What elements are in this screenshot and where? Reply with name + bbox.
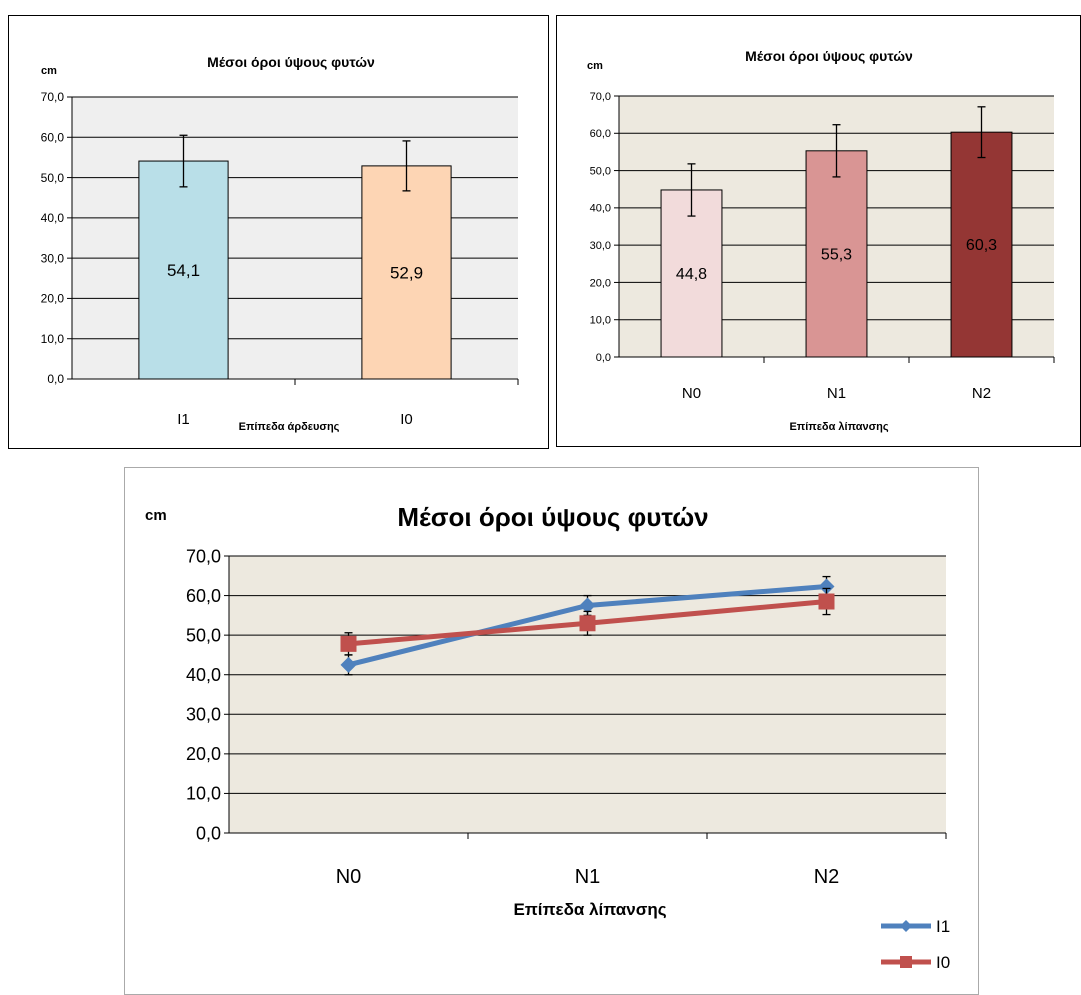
y-tick-label: 30,0: [41, 251, 65, 265]
chart-interaction-svg: Μέσοι όροι ύψους φυτών cm Επίπεδα λίπανσ…: [145, 502, 950, 972]
y-tick-label: 40,0: [186, 665, 221, 685]
data-label: 54,1: [167, 261, 200, 280]
data-label: 52,9: [390, 263, 423, 282]
y-tick-label: 40,0: [590, 203, 611, 215]
bar: [138, 160, 229, 380]
x-tick-label: N0: [682, 385, 701, 402]
x-axis-title: Επίπεδα λίπανσης: [789, 421, 888, 433]
y-tick-label: 60,0: [590, 128, 611, 140]
chart-irrigation-bar: Μέσοι όροι ύψους φυτών cm Επίπεδα άρδευσ…: [8, 15, 549, 449]
legend-label: I0: [936, 953, 950, 972]
y-tick-label: 10,0: [590, 315, 611, 327]
data-point-marker: [818, 578, 835, 595]
chart-irrigation-svg: Μέσοι όροι ύψους φυτών cm Επίπεδα άρδευσ…: [41, 54, 519, 433]
x-tick-label: N1: [827, 385, 846, 402]
data-point-marker: [340, 656, 357, 673]
legend-swatch-marker: [900, 956, 912, 968]
data-point-marker: [579, 597, 596, 614]
y-tick-label: 70,0: [186, 546, 221, 566]
x-tick-label: N1: [575, 866, 601, 888]
y-tick-label: 0,0: [596, 352, 611, 364]
chart-title: Μέσοι όροι ύψους φυτών: [207, 54, 375, 70]
y-tick-label: 70,0: [41, 90, 65, 104]
x-axis-title: Επίπεδα άρδευσης: [239, 421, 340, 433]
chart-fertilization-svg: Μέσοι όροι ύψους φυτών cm Επίπεδα λίπανσ…: [587, 48, 1055, 433]
x-axis-title: Επίπεδα λίπανσης: [513, 900, 666, 919]
y-tick-label: 50,0: [186, 625, 221, 645]
y-tick-label: 40,0: [41, 211, 65, 225]
y-tick-label: 30,0: [186, 705, 221, 725]
y-tick-label: 20,0: [186, 744, 221, 764]
y-axis-unit-label: cm: [41, 65, 57, 77]
data-label: 44,8: [676, 266, 707, 283]
x-tick-label: I1: [177, 411, 190, 428]
bar: [950, 131, 1013, 358]
x-tick-label: N2: [814, 866, 840, 888]
chart-fertilization-bar: Μέσοι όροι ύψους φυτών cm Επίπεδα λίπανσ…: [556, 15, 1081, 447]
bar: [660, 189, 723, 358]
y-tick-label: 10,0: [41, 332, 65, 346]
y-axis-unit-label: cm: [587, 60, 603, 72]
data-label: 55,3: [821, 247, 852, 264]
y-tick-label: 30,0: [590, 240, 611, 252]
data-label: 60,3: [966, 237, 997, 254]
x-tick-label: I0: [400, 411, 413, 428]
y-tick-label: 20,0: [41, 292, 65, 306]
y-tick-label: 60,0: [186, 586, 221, 606]
y-tick-label: 50,0: [590, 165, 611, 177]
y-tick-label: 10,0: [186, 784, 221, 804]
legend-label: I1: [936, 917, 950, 936]
y-tick-label: 50,0: [41, 171, 65, 185]
data-point-marker: [818, 593, 835, 610]
data-point-marker: [340, 635, 357, 652]
chart-title: Μέσοι όροι ύψους φυτών: [397, 502, 708, 532]
chart-title: Μέσοι όροι ύψους φυτών: [745, 48, 913, 64]
y-tick-label: 0,0: [196, 823, 221, 843]
y-tick-label: 20,0: [590, 277, 611, 289]
data-point-marker: [579, 615, 596, 632]
bar: [361, 165, 452, 380]
chart-interaction-line: Μέσοι όροι ύψους φυτών cm Επίπεδα λίπανσ…: [124, 467, 979, 995]
y-tick-label: 0,0: [47, 372, 64, 386]
y-axis-unit-label: cm: [145, 507, 167, 524]
x-tick-label: N2: [972, 385, 991, 402]
bar: [805, 150, 868, 358]
x-tick-label: N0: [336, 866, 362, 888]
legend-swatch-marker: [900, 920, 912, 932]
y-tick-label: 70,0: [590, 91, 611, 103]
y-tick-label: 60,0: [41, 130, 65, 144]
